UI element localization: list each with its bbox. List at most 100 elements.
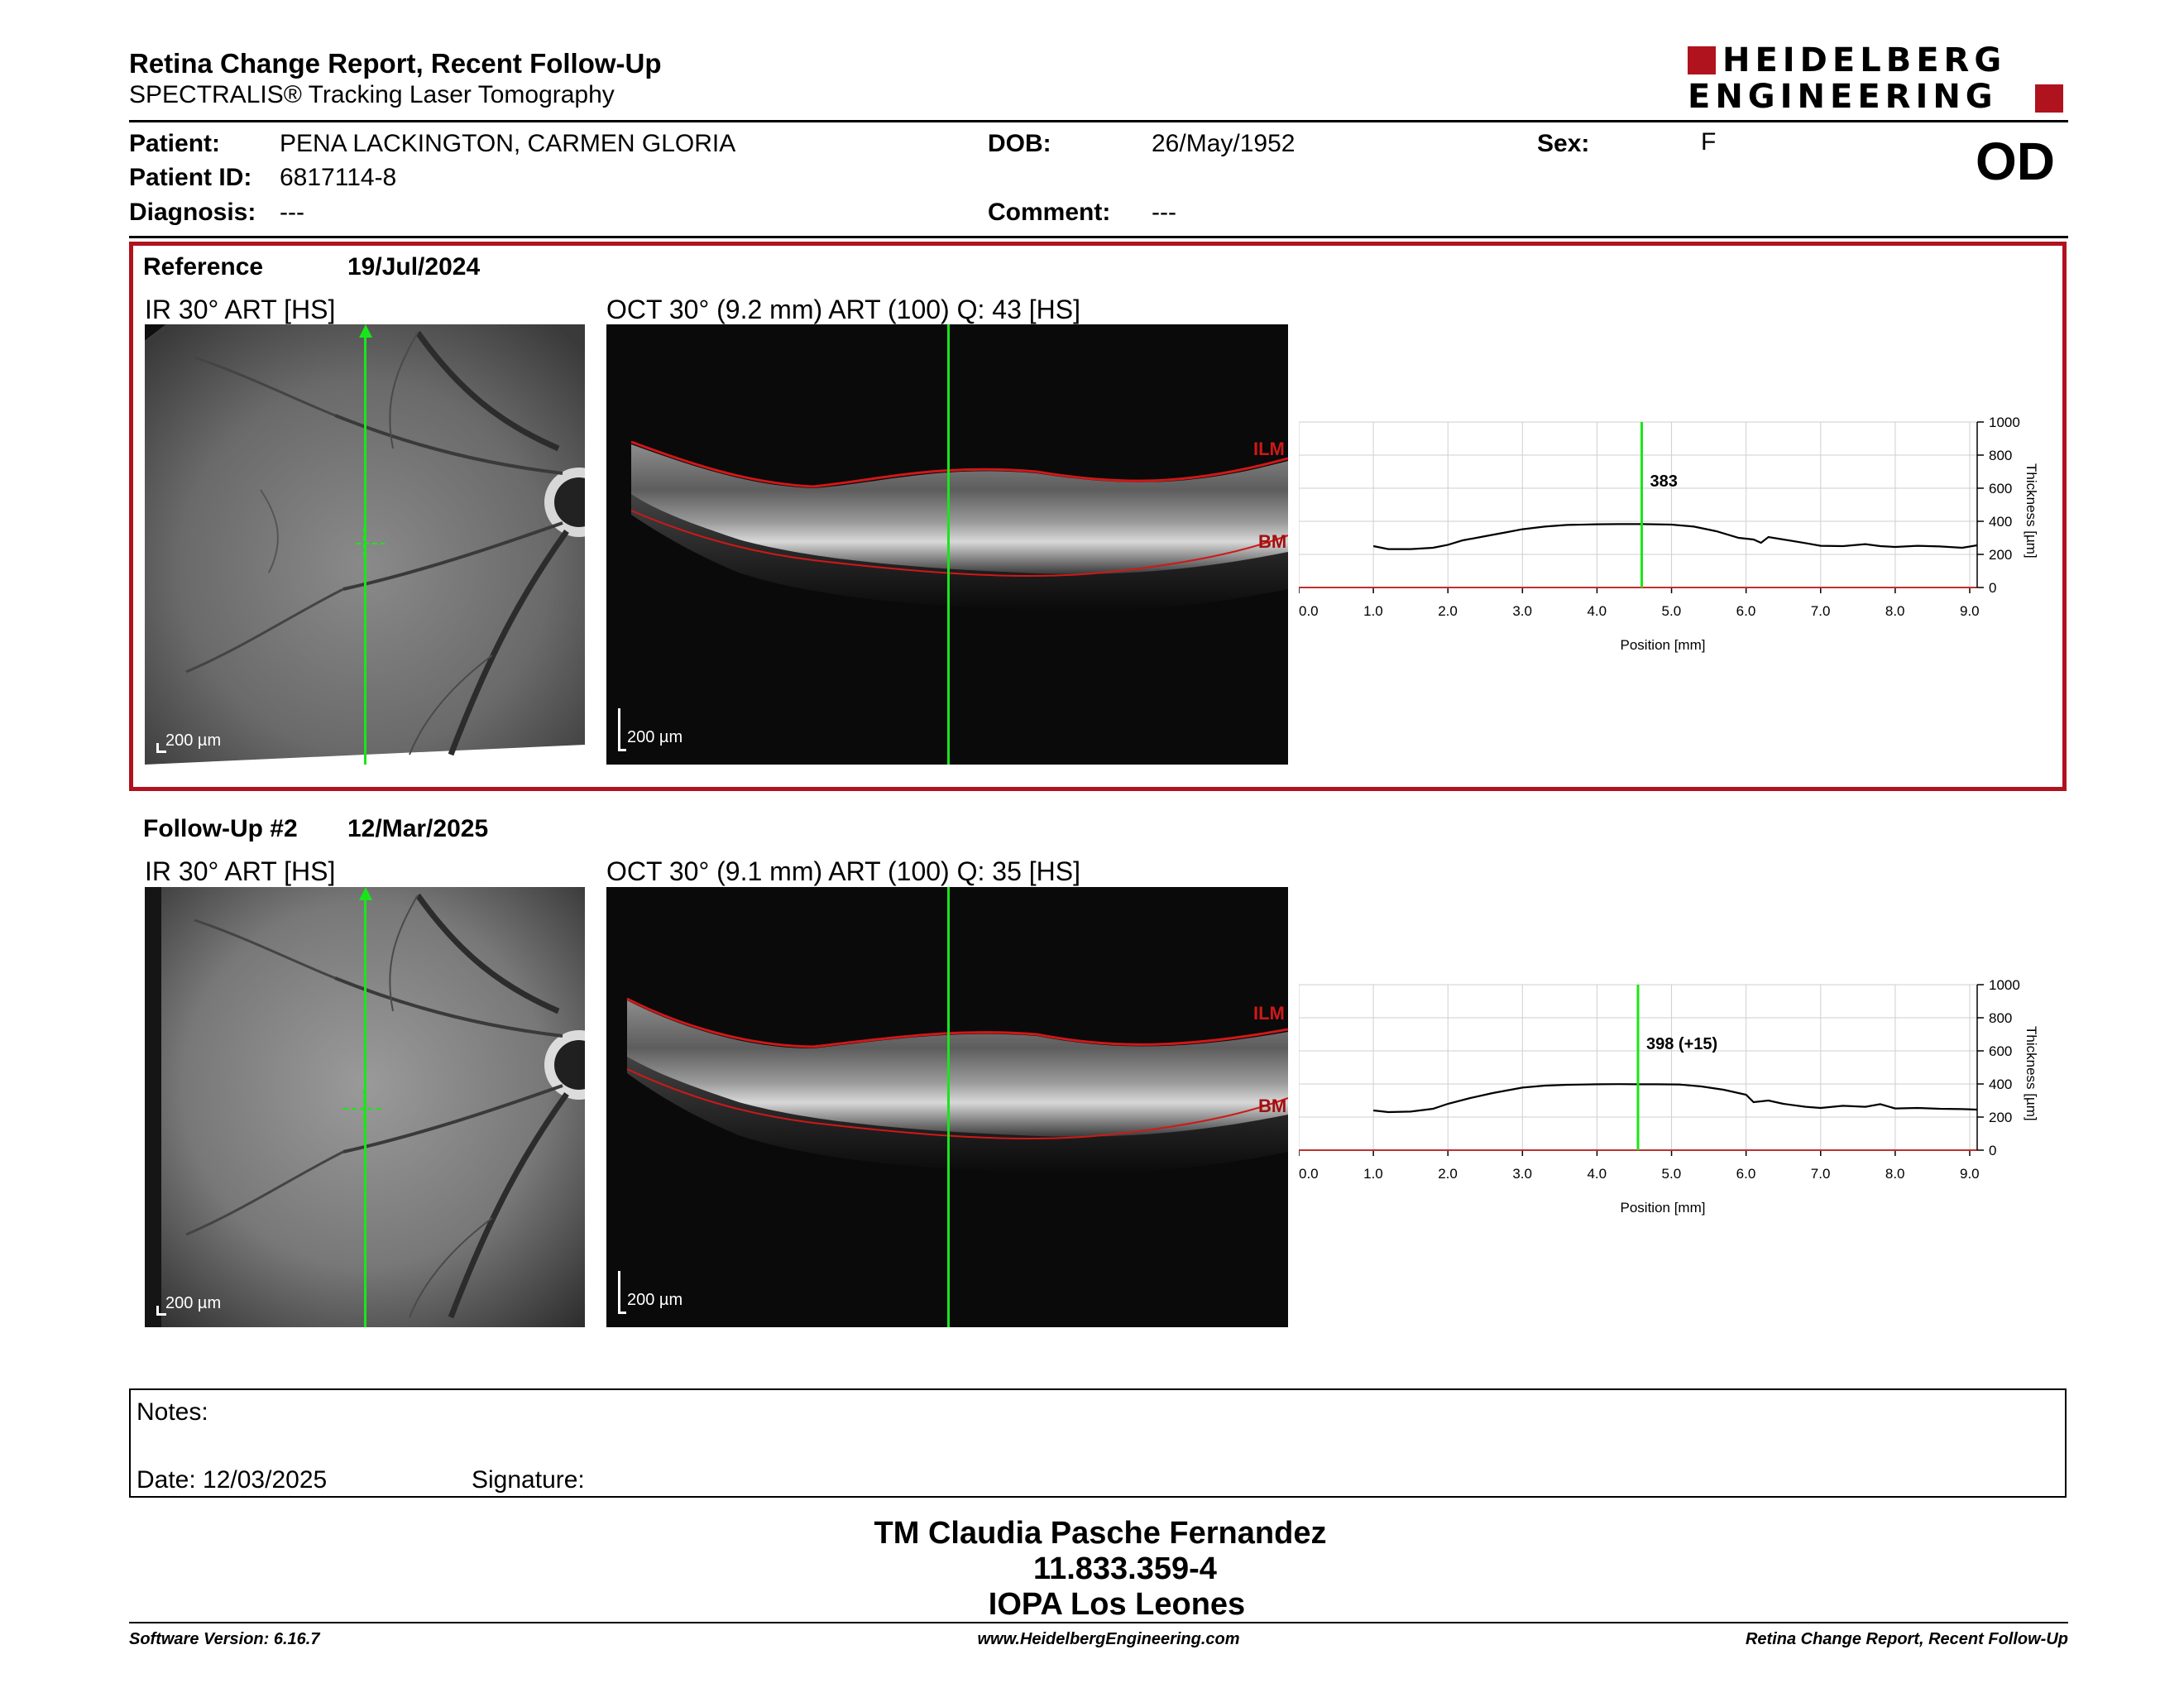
y-tick-label: 800 <box>1989 448 2012 463</box>
y-tick-label: 800 <box>1989 1010 2012 1026</box>
heidelberg-logo: HEIDELBERG ENGINEERING <box>1688 41 2068 119</box>
stamp-name: TM Claudia Pasche Fernandez <box>874 1516 1327 1551</box>
footer-report-name: Retina Change Report, Recent Follow-Up <box>1745 1630 2068 1648</box>
sex-label: Sex: <box>1537 130 1590 157</box>
x-tick-label: 1.0 <box>1363 603 1383 619</box>
sex-value: F <box>1701 128 1717 156</box>
reference-ir-scale-bar-v <box>156 743 159 753</box>
x-tick-label: 0.0 <box>1299 1166 1319 1182</box>
followup-scan-arrow-icon <box>359 887 372 900</box>
notes-label: Notes: <box>136 1398 208 1426</box>
diagnosis-value: --- <box>280 199 304 226</box>
followup-ir-scale-bar-h <box>156 1313 166 1316</box>
followup-oct-image: ILM BM 200 µm <box>606 887 1288 1327</box>
y-tick-label: 200 <box>1989 547 2012 563</box>
y-tick-label: 0 <box>1989 1143 1996 1158</box>
followup-oct-scale-label: 200 µm <box>627 1291 683 1309</box>
x-tick-label: 2.0 <box>1438 603 1458 619</box>
y-tick-label: 1000 <box>1989 977 2020 993</box>
reference-thickness-chart: 0 200 400 600 800 1000 0.0 1.0 2.0 3.0 4.0 5.0 6.0 7.… <box>1299 415 2039 653</box>
reference-ir-caption: IR 30° ART [HS] <box>145 295 336 324</box>
followup-ir-image: 200 µm <box>145 887 585 1327</box>
followup-oct-caption: OCT 30° (9.1 mm) ART (100) Q: 35 [HS] <box>606 856 1080 886</box>
x-tick-label: 3.0 <box>1512 1166 1532 1182</box>
x-tick-label: 6.0 <box>1736 603 1756 619</box>
notes-date: Date: 12/03/2025 <box>136 1466 328 1494</box>
dob-value: 26/May/1952 <box>1152 130 1296 157</box>
report-title: Retina Change Report, Recent Follow-Up <box>129 48 662 79</box>
y-tick-label: 400 <box>1989 1077 2012 1092</box>
x-tick-label: 9.0 <box>1960 603 1980 619</box>
reference-ir-scale-label: 200 µm <box>165 731 222 750</box>
x-tick-label: 0.0 <box>1299 603 1319 619</box>
reference-date: 19/Jul/2024 <box>347 253 481 281</box>
x-tick-label: 1.0 <box>1363 1166 1383 1182</box>
followup-ir-scale-label: 200 µm <box>165 1294 222 1312</box>
y-tick-label: 600 <box>1989 1043 2012 1059</box>
followup-oct-scale-bar-v <box>618 1271 620 1314</box>
x-axis-label: Position [mm] <box>1621 1200 1706 1216</box>
thickness-series-line <box>1372 523 1978 550</box>
followup-label: Follow-Up #2 <box>143 815 298 842</box>
y-axis-label: Thickness [µm] <box>2024 1026 2039 1121</box>
reference-ir-scan-line <box>364 331 366 765</box>
thickness-series-line <box>1372 1083 1978 1114</box>
reference-ilm-label: ILM <box>1253 439 1285 459</box>
header-rule <box>129 120 2068 122</box>
diagnosis-label: Diagnosis: <box>129 199 256 226</box>
followup-ir-scale-bar-v <box>156 1306 159 1316</box>
comment-value: --- <box>1152 199 1176 226</box>
dob-label: DOB: <box>988 130 1051 157</box>
reference-frame <box>129 242 2067 791</box>
x-axis-label: Position [mm] <box>1621 637 1706 653</box>
followup-ir-scan-line <box>364 894 366 1327</box>
x-tick-label: 2.0 <box>1438 1166 1458 1182</box>
y-tick-label: 1000 <box>1989 415 2020 430</box>
x-tick-label: 6.0 <box>1736 1166 1756 1182</box>
stamp-institution: IOPA Los Leones <box>988 1587 1246 1622</box>
reference-ir-scale-bar-h <box>156 750 166 753</box>
reference-oct-position-line <box>947 324 950 765</box>
followup-ir-caption: IR 30° ART [HS] <box>145 856 336 886</box>
footer-rule <box>129 1622 2068 1623</box>
followup-oct-scale-bar-h <box>618 1312 626 1314</box>
stamp-id: 11.833.359-4 <box>1033 1551 1217 1586</box>
x-tick-label: 8.0 <box>1885 603 1905 619</box>
patient-id-label: Patient ID: <box>129 164 252 191</box>
logo-line1: HEIDELBERG <box>1722 41 2007 79</box>
reference-scan-arrow-icon <box>359 324 372 338</box>
report-subtitle: SPECTRALIS® Tracking Laser Tomography <box>129 81 615 108</box>
eye-laterality: OD <box>1976 132 2055 191</box>
x-tick-label: 7.0 <box>1811 1166 1831 1182</box>
patient-name: PENA LACKINGTON, CARMEN GLORIA <box>280 130 736 157</box>
followup-bm-label: BM <box>1258 1096 1287 1116</box>
signature-label: Signature: <box>472 1466 585 1494</box>
reference-ir-image: 200 µm <box>145 324 585 765</box>
followup-ilm-label: ILM <box>1253 1003 1285 1024</box>
comment-label: Comment: <box>988 199 1111 226</box>
patient-label: Patient: <box>129 130 221 157</box>
reference-label: Reference <box>143 253 264 281</box>
marker-value-label: 383 <box>1650 472 1678 491</box>
logo-line2: ENGINEERING <box>1688 78 1998 116</box>
reference-oct-scale-bar-v <box>618 708 620 751</box>
logo-red-block-top <box>1688 46 1716 74</box>
marker-value-label: 398 (+15) <box>1646 1035 1717 1053</box>
followup-oct-position-line <box>947 887 950 1327</box>
patient-rule <box>129 236 2068 238</box>
y-tick-label: 200 <box>1989 1110 2012 1125</box>
notes-box <box>129 1388 2067 1498</box>
reference-oct-scale-label: 200 µm <box>627 728 683 746</box>
x-tick-label: 9.0 <box>1960 1166 1980 1182</box>
reference-oct-image: ILM BM 200 µm <box>606 324 1288 765</box>
x-tick-label: 4.0 <box>1587 1166 1607 1182</box>
reference-bm-label: BM <box>1258 531 1287 552</box>
x-tick-label: 5.0 <box>1662 603 1682 619</box>
followup-thickness-chart: 0 200 400 600 800 1000 0.0 1.0 2.0 3.0 4.0 5.0 6.0 7.… <box>1299 977 2039 1216</box>
logo-red-block-bottom <box>2035 84 2063 113</box>
x-tick-label: 5.0 <box>1662 1166 1682 1182</box>
website-link[interactable]: www.HeidelbergEngineering.com <box>977 1630 1240 1648</box>
x-tick-label: 8.0 <box>1885 1166 1905 1182</box>
reference-oct-svg <box>630 440 1288 611</box>
y-tick-label: 0 <box>1989 580 1996 596</box>
